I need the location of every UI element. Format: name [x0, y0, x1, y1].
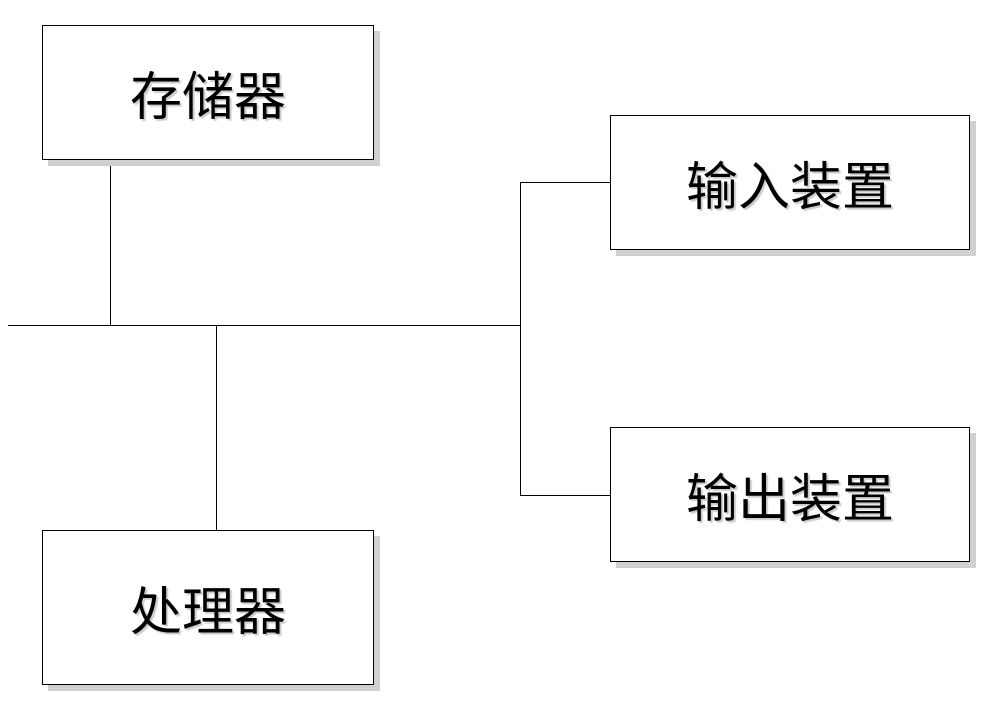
connector-processor-bus	[216, 325, 217, 530]
node-output-label: 输出装置	[686, 457, 894, 532]
node-processor: 处理器	[42, 530, 380, 691]
connector-io-trunk	[520, 182, 521, 495]
connector-input-branch	[520, 182, 611, 183]
node-processor-label: 处理器	[130, 570, 286, 645]
node-output: 输出装置	[610, 427, 976, 568]
connector-memory-bus	[110, 160, 111, 325]
diagram-canvas: 存储器 输入装置 输出装置 处理器	[0, 0, 986, 706]
node-input: 输入装置	[610, 115, 976, 256]
connector-main-bus	[8, 325, 521, 326]
node-input-label: 输入装置	[686, 145, 894, 220]
connector-output-branch	[520, 495, 611, 496]
node-memory: 存储器	[42, 25, 380, 166]
node-memory-label: 存储器	[130, 55, 286, 130]
